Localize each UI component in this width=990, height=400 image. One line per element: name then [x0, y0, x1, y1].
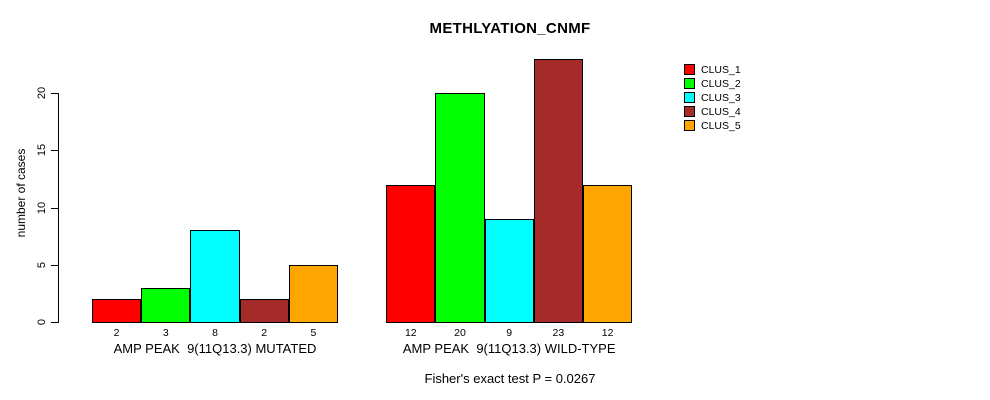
- bar: [92, 299, 142, 323]
- legend-item: CLUS_4: [684, 105, 764, 119]
- legend-label: CLUS_4: [701, 106, 741, 119]
- legend-item: CLUS_3: [684, 91, 764, 105]
- footnote-pvalue: Fisher's exact test P = 0.0267: [424, 371, 596, 386]
- legend-swatch: [684, 78, 695, 90]
- bar-value-label: 9: [506, 327, 513, 339]
- bar-value-label: 12: [601, 327, 614, 339]
- bar: [484, 218, 534, 323]
- y-axis-tick-label: 5: [36, 261, 48, 268]
- legend-swatch: [684, 120, 695, 132]
- legend-item: CLUS_5: [684, 119, 764, 133]
- legend-swatch: [684, 106, 695, 118]
- bar: [583, 184, 633, 323]
- y-axis-tick-label: 0: [36, 318, 48, 326]
- bar: [239, 299, 289, 323]
- legend-label: CLUS_1: [701, 64, 741, 76]
- bar: [533, 58, 583, 323]
- bar-value-label: 20: [454, 327, 466, 339]
- bar-value-label: 3: [162, 327, 169, 339]
- bar-value-label: 12: [404, 327, 417, 339]
- bar-value-label: 23: [552, 327, 565, 339]
- bar: [288, 264, 338, 323]
- y-axis-tick: [51, 207, 58, 209]
- bar-value-label: 8: [212, 327, 218, 339]
- bar: [141, 287, 191, 323]
- bar-value-label: 5: [310, 327, 317, 339]
- x-category-label: AMP PEAK 9(11Q13.3) MUTATED: [113, 341, 317, 356]
- y-axis-line: [58, 93, 59, 323]
- y-axis-tick: [51, 93, 58, 94]
- legend-swatch: [684, 92, 695, 104]
- bar-value-label: 2: [261, 327, 268, 339]
- chart-title: METHLYATION_CNMF: [429, 20, 591, 37]
- y-axis-tick: [51, 264, 58, 266]
- y-axis-tick: [51, 150, 58, 152]
- legend-label: CLUS_5: [701, 120, 741, 133]
- legend-label: CLUS_2: [701, 78, 741, 91]
- y-axis-tick-label: 20: [36, 86, 48, 100]
- y-axis-label: number of cases: [14, 148, 28, 238]
- legend-item: CLUS_2: [684, 77, 764, 91]
- bar: [190, 230, 240, 323]
- y-axis-tick-label: 15: [36, 144, 48, 157]
- x-category-label: AMP PEAK 9(11Q13.3) WILD-TYPE: [402, 341, 616, 356]
- bar: [435, 93, 485, 323]
- bar: [386, 184, 436, 323]
- y-axis-tick-label: 10: [36, 201, 48, 214]
- legend-swatch: [684, 64, 695, 75]
- y-axis-tick: [51, 322, 58, 323]
- legend-label: CLUS_3: [701, 92, 741, 105]
- bar-value-label: 2: [113, 327, 120, 339]
- legend-item: CLUS_1: [684, 63, 764, 77]
